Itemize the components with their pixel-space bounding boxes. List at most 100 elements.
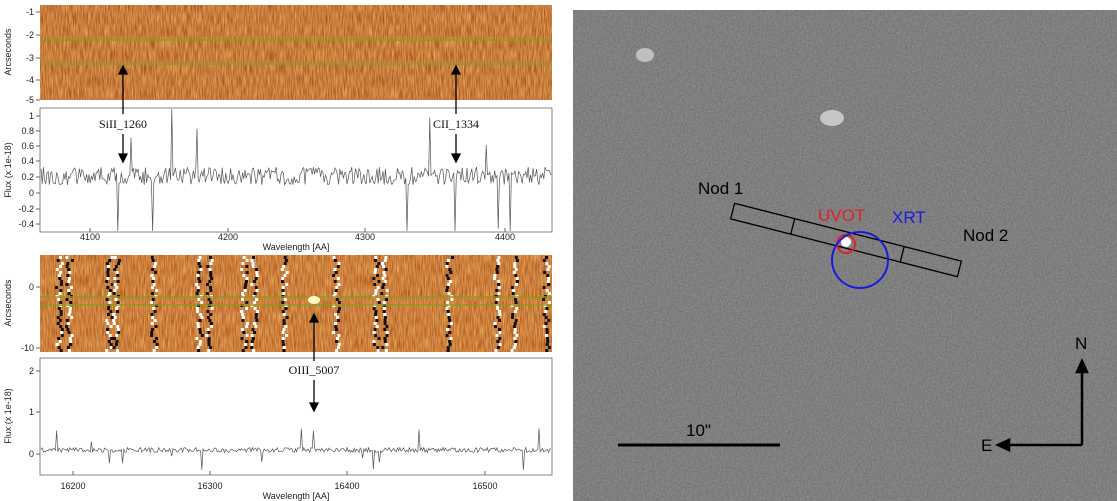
band-pixel xyxy=(109,310,113,313)
band-pixel xyxy=(281,340,285,343)
band-pixel xyxy=(373,259,377,262)
band-pixel xyxy=(382,307,386,310)
band-pixel xyxy=(376,286,380,289)
band-pixel xyxy=(445,274,449,277)
band-pixel xyxy=(381,346,385,349)
band-pixel xyxy=(153,262,157,265)
east-label: E xyxy=(981,436,992,455)
band-pixel xyxy=(240,268,244,271)
band-pixel xyxy=(498,313,502,316)
band-pixel xyxy=(242,274,246,277)
band-pixel xyxy=(445,328,449,331)
band-pixel xyxy=(252,349,256,352)
band-pixel xyxy=(245,325,249,328)
slit xyxy=(729,202,963,278)
band-pixel xyxy=(105,349,109,352)
band-pixel xyxy=(448,331,452,334)
band-pixel xyxy=(497,280,501,283)
band-pixel xyxy=(545,262,549,265)
band-pixel xyxy=(542,298,546,301)
y-tick-label: -0.4 xyxy=(18,219,34,229)
band-pixel xyxy=(447,292,451,295)
y-tick-label: 1 xyxy=(29,111,34,121)
band-pixel xyxy=(240,298,244,301)
band-pixel xyxy=(207,349,211,352)
band-pixel xyxy=(254,277,258,280)
band-pixel xyxy=(385,343,389,346)
band-pixel xyxy=(374,292,378,295)
band-pixel xyxy=(110,337,114,340)
band-pixel xyxy=(282,349,286,352)
band-pixel xyxy=(69,286,73,289)
band-pixel xyxy=(337,319,341,322)
band-pixel xyxy=(512,289,516,292)
band-pixel xyxy=(245,340,249,343)
band-pixel xyxy=(382,283,386,286)
band-pixel xyxy=(333,259,337,262)
band-pixel xyxy=(196,274,200,277)
band-pixel xyxy=(209,346,213,349)
band-pixel xyxy=(543,271,547,274)
band-pixel xyxy=(448,340,452,343)
band-pixel xyxy=(495,271,499,274)
band-pixel xyxy=(255,319,259,322)
band-pixel xyxy=(210,325,214,328)
band-pixel xyxy=(65,283,69,286)
band-pixel xyxy=(153,310,157,313)
band-pixel xyxy=(335,286,339,289)
band-pixel xyxy=(448,268,452,271)
band-pixel xyxy=(113,289,117,292)
band-pixel xyxy=(105,298,109,301)
band-pixel xyxy=(494,349,498,352)
band-pixel xyxy=(196,286,200,289)
band-pixel xyxy=(336,265,340,268)
band-pixel xyxy=(106,274,110,277)
band-pixel xyxy=(195,307,199,310)
band-pixel xyxy=(497,256,501,259)
band-pixel xyxy=(545,289,549,292)
band-pixel xyxy=(383,313,387,316)
band-pixel xyxy=(150,301,154,304)
band-pixel xyxy=(495,289,499,292)
x-tick-label: 4200 xyxy=(218,232,238,242)
band-pixel xyxy=(493,325,497,328)
band-pixel xyxy=(196,325,200,328)
band-pixel xyxy=(207,298,211,301)
band-pixel xyxy=(58,277,62,280)
band-pixel xyxy=(511,313,515,316)
band-pixel xyxy=(374,334,378,337)
band-pixel xyxy=(383,274,387,277)
band-pixel xyxy=(251,262,255,265)
band-pixel xyxy=(285,271,289,274)
band-pixel xyxy=(115,307,119,310)
band-pixel xyxy=(334,271,338,274)
band-pixel xyxy=(150,292,154,295)
band-pixel xyxy=(497,262,501,265)
band-pixel xyxy=(113,268,117,271)
band-pixel xyxy=(109,343,113,346)
band-pixel xyxy=(195,337,199,340)
band-pixel xyxy=(445,289,449,292)
band-pixel xyxy=(116,310,120,313)
uvot-label: UVOT xyxy=(818,206,865,225)
band-pixel xyxy=(334,325,338,328)
source xyxy=(841,237,851,247)
band-pixel xyxy=(57,298,61,301)
band-pixel xyxy=(245,301,249,304)
band-pixel xyxy=(372,343,376,346)
band-pixel xyxy=(117,262,121,265)
band-pixel xyxy=(106,271,110,274)
band-pixel xyxy=(511,292,515,295)
band-pixel xyxy=(112,313,116,316)
band-pixel xyxy=(255,271,259,274)
band-pixel xyxy=(375,265,379,268)
band-pixel xyxy=(67,292,71,295)
band-pixel xyxy=(446,349,450,352)
band-pixel xyxy=(197,262,201,265)
band-pixel xyxy=(446,346,450,349)
y-label: Arcseconds xyxy=(3,28,13,76)
x-tick-label: 16200 xyxy=(60,481,85,491)
band-pixel xyxy=(117,259,121,262)
band-pixel xyxy=(105,319,109,322)
